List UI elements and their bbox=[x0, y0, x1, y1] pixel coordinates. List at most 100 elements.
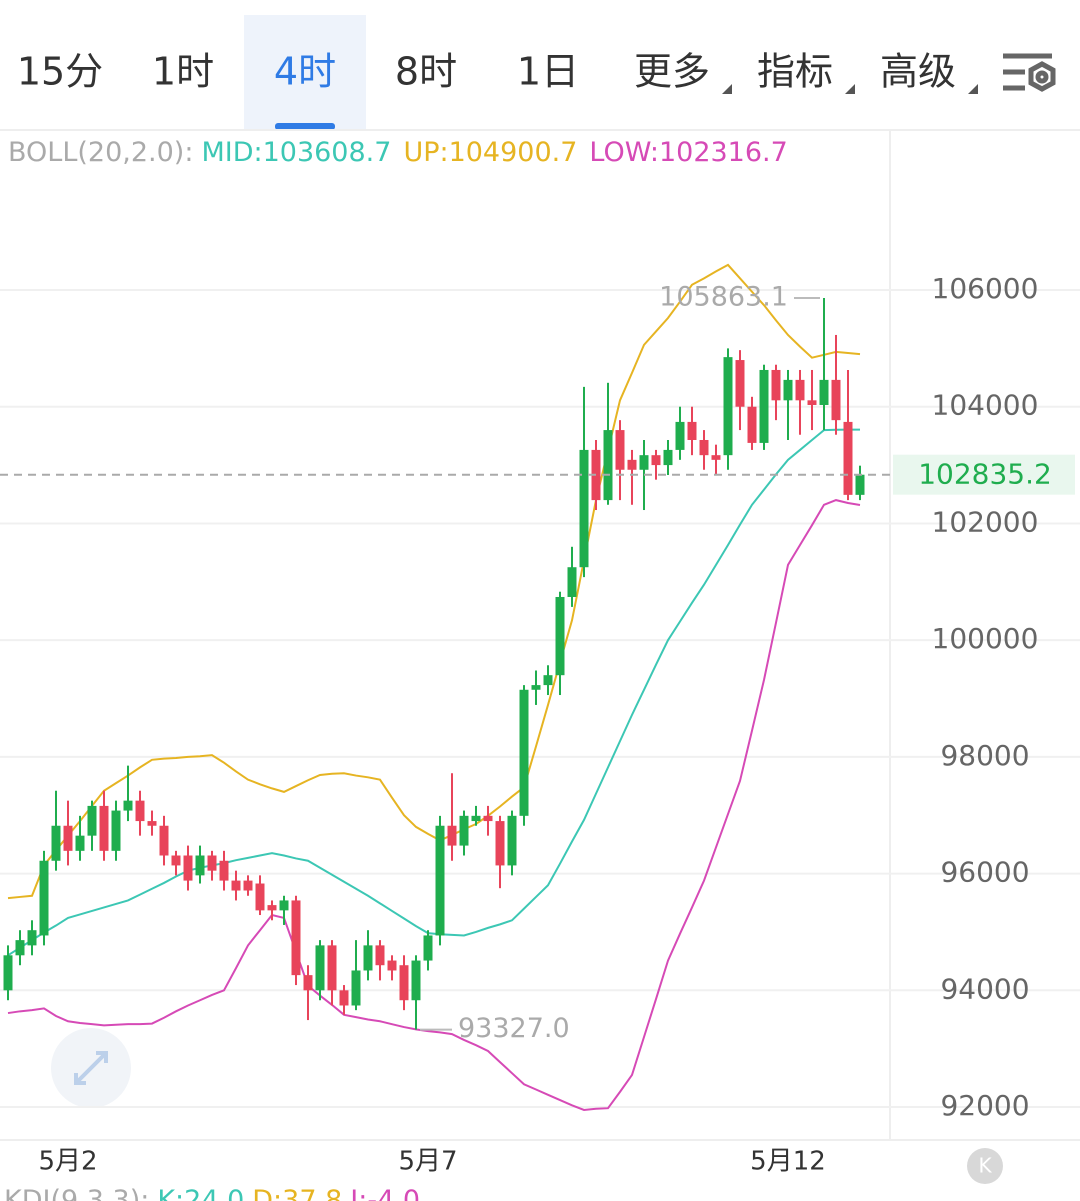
tab[interactable]: 1日 bbox=[517, 50, 579, 94]
candle-body bbox=[675, 421, 685, 450]
tab[interactable]: 更多 bbox=[634, 50, 710, 94]
candle-body bbox=[87, 805, 97, 836]
candle-body bbox=[183, 855, 193, 881]
candle-body bbox=[687, 421, 697, 440]
candle-body bbox=[831, 379, 841, 421]
candle-body bbox=[783, 379, 793, 401]
y-tick-label: 92000 bbox=[940, 1089, 1029, 1122]
kdj-item-value: -4.0 bbox=[367, 1185, 420, 1201]
y-tick-label: 100000 bbox=[932, 622, 1039, 655]
overlay-value: 102316.7 bbox=[659, 137, 788, 168]
boll-line bbox=[7, 263, 861, 900]
candle-body bbox=[471, 815, 481, 822]
tab[interactable]: 4时 bbox=[274, 50, 336, 94]
candle-body bbox=[423, 935, 433, 961]
candle-body bbox=[855, 474, 865, 495]
candle-body bbox=[111, 810, 121, 851]
candle-body bbox=[231, 880, 241, 891]
overlay-value: 104900.7 bbox=[449, 137, 578, 168]
tab[interactable]: 8时 bbox=[395, 50, 457, 94]
candle-body bbox=[99, 805, 109, 851]
candle-body bbox=[327, 945, 337, 991]
plot: 92000 94000 96000 98000 100000 102000 104000 10… bbox=[0, 263, 1080, 1177]
candle-body bbox=[555, 596, 565, 676]
candle-body bbox=[651, 455, 661, 466]
y-tick-label: 94000 bbox=[940, 972, 1029, 1005]
candle-body bbox=[663, 449, 673, 466]
last-price-label: 102835.2 bbox=[918, 458, 1052, 491]
candle-body bbox=[15, 940, 25, 956]
scroll-end-icon: K bbox=[978, 1154, 992, 1178]
kdj-item-value: 24.0 bbox=[184, 1185, 244, 1201]
settings-icon[interactable] bbox=[1003, 53, 1056, 92]
candle-body bbox=[123, 800, 133, 811]
candle-body bbox=[255, 883, 265, 911]
candle-body bbox=[147, 821, 157, 826]
tab[interactable]: 15分 bbox=[17, 50, 103, 94]
candle-body bbox=[567, 567, 577, 597]
overlay-value: 103608.7 bbox=[263, 137, 392, 168]
watermark bbox=[51, 1028, 131, 1108]
x-tick-label: 5月12 bbox=[750, 1147, 826, 1177]
kdj-name: KDJ(9,3,3): bbox=[4, 1185, 149, 1201]
icon-hex bbox=[1028, 61, 1056, 92]
candle-body bbox=[639, 455, 649, 470]
tab[interactable]: 1时 bbox=[152, 50, 214, 94]
candle-body bbox=[483, 815, 493, 822]
kdj-item-name: J: bbox=[348, 1185, 367, 1201]
candle-body bbox=[279, 900, 289, 911]
dropdown-caret bbox=[722, 84, 732, 94]
low-label: 93327.0 bbox=[458, 1013, 570, 1044]
candle-body bbox=[159, 825, 169, 856]
y-tick-label: 98000 bbox=[940, 739, 1029, 772]
candle-body bbox=[363, 945, 373, 971]
candle-body bbox=[459, 815, 469, 846]
tab[interactable]: 指标 bbox=[757, 50, 833, 94]
candle-body bbox=[267, 905, 277, 911]
candle-body bbox=[579, 449, 589, 568]
candle-body bbox=[603, 430, 613, 501]
boll-line bbox=[7, 499, 861, 1111]
kdj-item-name: D: bbox=[252, 1185, 282, 1201]
candle-body bbox=[435, 825, 445, 936]
candle-body bbox=[771, 369, 781, 401]
overlay-name: LOW: bbox=[589, 137, 659, 168]
candle-body bbox=[807, 400, 817, 405]
candle-body bbox=[795, 379, 805, 401]
candle-body bbox=[207, 855, 217, 871]
watermark-arrows bbox=[74, 1051, 108, 1085]
dropdown-caret bbox=[968, 84, 978, 94]
candle-body bbox=[135, 800, 145, 822]
x-tick-label: 5月2 bbox=[38, 1147, 97, 1177]
tab[interactable]: 高级 bbox=[880, 50, 956, 94]
y-tick-label: 106000 bbox=[932, 272, 1039, 305]
candle-body bbox=[819, 379, 829, 405]
candle-body bbox=[375, 945, 385, 966]
candle-body bbox=[63, 825, 73, 851]
candle-body bbox=[843, 421, 853, 495]
candle-body bbox=[303, 975, 313, 991]
candle-body bbox=[27, 930, 37, 946]
candle-body bbox=[711, 455, 721, 460]
y-tick-label: 104000 bbox=[932, 389, 1039, 422]
candle-body bbox=[171, 855, 181, 866]
candle-body bbox=[3, 955, 13, 991]
candle-body bbox=[759, 369, 769, 443]
candle-body bbox=[747, 406, 757, 443]
overlay-name: UP: bbox=[403, 137, 448, 168]
scroll-end-button[interactable] bbox=[967, 1148, 1003, 1184]
candle-body bbox=[447, 825, 457, 846]
candle-body bbox=[39, 860, 49, 936]
candle-body bbox=[531, 685, 541, 690]
y-tick-label: 102000 bbox=[932, 505, 1039, 538]
candle-body bbox=[291, 900, 301, 976]
candle-body bbox=[615, 430, 625, 470]
icon-dot bbox=[1035, 70, 1049, 84]
active-tab-underline bbox=[275, 123, 335, 130]
kdj-item-name: K: bbox=[157, 1185, 184, 1201]
candle-body bbox=[411, 960, 421, 1001]
candle-body bbox=[543, 675, 553, 686]
candle-body bbox=[195, 855, 205, 876]
